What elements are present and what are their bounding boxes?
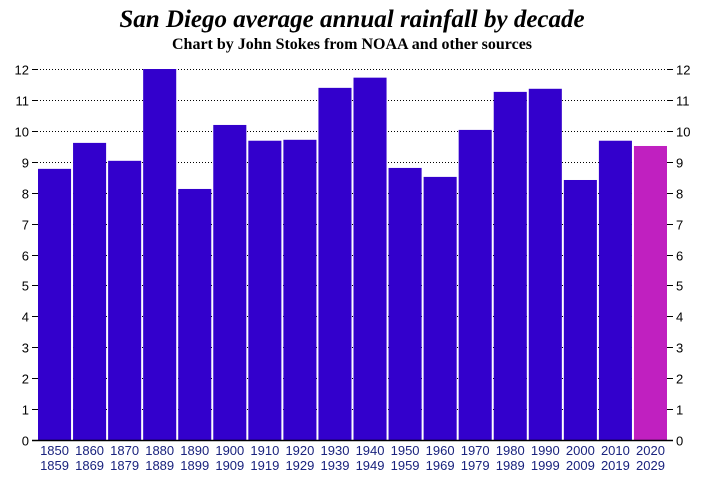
bar xyxy=(493,91,527,441)
x-tick-label: 1859 xyxy=(40,458,69,473)
bar xyxy=(353,77,387,440)
bar xyxy=(248,140,282,440)
x-tick-label: 2000 xyxy=(566,443,595,458)
bar xyxy=(283,139,317,440)
x-tick-label: 1960 xyxy=(426,443,455,458)
x-tick-label: 2019 xyxy=(601,458,630,473)
bar xyxy=(108,160,142,440)
y-tick-label-right: 9 xyxy=(676,156,683,171)
x-tick-label: 1950 xyxy=(391,443,420,458)
bar xyxy=(633,145,667,441)
y-tick-label-left: 2 xyxy=(22,372,29,387)
x-tick-label: 2009 xyxy=(566,458,595,473)
y-tick-label-right: 2 xyxy=(676,372,683,387)
y-tick-label-left: 6 xyxy=(22,249,29,264)
y-tick-label-right: 7 xyxy=(676,218,683,233)
y-tick-label-right: 12 xyxy=(676,63,690,78)
x-tick-label: 1850 xyxy=(40,443,69,458)
y-tick-label-left: 12 xyxy=(15,63,29,78)
y-tick-label-left: 9 xyxy=(22,156,29,171)
x-tick-label: 1989 xyxy=(496,458,525,473)
y-tick-label-right: 10 xyxy=(676,125,690,140)
y-tick-label-left: 4 xyxy=(22,310,29,325)
x-tick-label: 1979 xyxy=(461,458,490,473)
y-tick-label-right: 5 xyxy=(676,279,683,294)
y-tick-label-left: 7 xyxy=(22,218,29,233)
x-tick-label: 1899 xyxy=(180,458,209,473)
y-tick-label-right: 1 xyxy=(676,403,683,418)
bar xyxy=(458,129,492,441)
bar xyxy=(143,69,177,440)
x-tick-label: 1929 xyxy=(285,458,314,473)
x-tick-label: 1880 xyxy=(145,443,174,458)
y-tick-label-right: 0 xyxy=(676,434,683,449)
bar xyxy=(73,142,107,440)
bar xyxy=(388,167,422,440)
y-tick-label-right: 8 xyxy=(676,187,683,202)
y-tick-label-right: 3 xyxy=(676,341,683,356)
chart-title: San Diego average annual rainfall by dec… xyxy=(119,6,585,33)
x-tick-label: 1970 xyxy=(461,443,490,458)
x-tick-label: 1990 xyxy=(531,443,560,458)
bar xyxy=(318,87,352,441)
y-tick-label-right: 4 xyxy=(676,310,683,325)
x-tick-label: 1910 xyxy=(250,443,279,458)
y-tick-label-left: 3 xyxy=(22,341,29,356)
x-tick-label: 1869 xyxy=(75,458,104,473)
x-tick-label: 1999 xyxy=(531,458,560,473)
y-tick-label-left: 11 xyxy=(16,94,30,109)
x-tick-label: 2029 xyxy=(636,458,665,473)
y-tick-label-left: 0 xyxy=(22,434,29,449)
x-tick-label: 1870 xyxy=(110,443,139,458)
bar xyxy=(213,124,247,440)
x-tick-label: 1980 xyxy=(496,443,525,458)
x-tick-label: 1930 xyxy=(321,443,350,458)
x-tick-label: 1900 xyxy=(215,443,244,458)
bar xyxy=(598,140,632,440)
chart-subtitle: Chart by John Stokes from NOAA and other… xyxy=(171,36,533,53)
y-tick-label-left: 10 xyxy=(15,125,29,140)
bar xyxy=(528,88,562,440)
bar xyxy=(38,168,72,440)
y-tick-label-left: 8 xyxy=(22,187,29,202)
y-tick-label-left: 5 xyxy=(22,279,29,294)
x-tick-label: 2010 xyxy=(601,443,630,458)
x-tick-label: 1860 xyxy=(75,443,104,458)
bar xyxy=(563,179,597,440)
x-tick-label: 1909 xyxy=(215,458,244,473)
x-tick-label: 1919 xyxy=(250,458,279,473)
x-tick-label: 1939 xyxy=(321,458,350,473)
bar xyxy=(423,176,457,440)
x-tick-label: 2020 xyxy=(636,443,665,458)
x-tick-label: 1940 xyxy=(356,443,385,458)
x-tick-label: 1879 xyxy=(110,458,139,473)
y-tick-label-right: 11 xyxy=(676,94,690,109)
y-tick-label-left: 1 xyxy=(22,403,29,418)
x-tick-label: 1969 xyxy=(426,458,455,473)
y-tick-label-right: 6 xyxy=(676,249,683,264)
x-tick-label: 1890 xyxy=(180,443,209,458)
x-tick-label: 1949 xyxy=(356,458,385,473)
x-tick-label: 1959 xyxy=(391,458,420,473)
bar xyxy=(178,188,212,440)
x-tick-label: 1920 xyxy=(285,443,314,458)
x-tick-label: 1889 xyxy=(145,458,174,473)
